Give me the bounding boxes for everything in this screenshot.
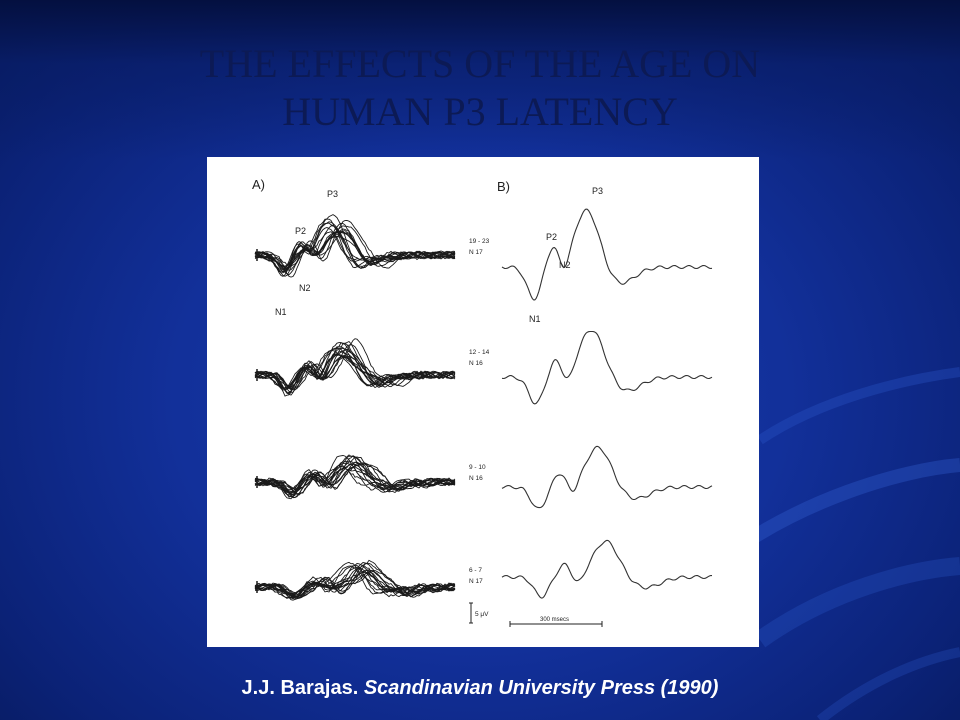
- panel-a-label: A): [252, 177, 265, 192]
- panel-a-n2-label: N2: [299, 283, 311, 293]
- group-label-2: 12 - 14 N 16: [469, 349, 490, 367]
- group-label-3: 9 - 10 N 16: [469, 464, 486, 482]
- group-1-n: N 17: [469, 249, 483, 256]
- group-3-age: 9 - 10: [469, 464, 486, 471]
- group-3-n: N 16: [469, 475, 483, 482]
- title-line-1: THE EFFECTS OF THE AGE ON: [199, 41, 761, 86]
- panel-b-n2-label: N2: [559, 260, 571, 270]
- panel-a-trace: [254, 231, 456, 270]
- panel-a-trace: [254, 570, 456, 599]
- group-2-n: N 16: [469, 360, 483, 367]
- panel-a-trace: [254, 214, 456, 277]
- title-line-2: HUMAN P3 LATENCY: [282, 89, 678, 134]
- amplitude-scale-label: 5 μV: [475, 611, 489, 618]
- time-scale-label: 300 msecs: [540, 617, 569, 623]
- amplitude-scale-bar: 5 μV: [469, 602, 489, 624]
- panel-a-trace: [254, 342, 456, 396]
- panel-a-trace: [254, 346, 456, 391]
- panel-a-trace: [254, 230, 456, 267]
- panel-a-trace: [254, 351, 456, 390]
- panel-a-p3-label: P3: [327, 189, 338, 199]
- panel-a-trace: [254, 342, 456, 397]
- panel-a-trace: [254, 572, 456, 597]
- time-scale-bar: 300 msecs: [509, 617, 603, 627]
- group-1-age: 19 - 23: [469, 238, 490, 245]
- panel-b-n1-label: N1: [529, 314, 541, 324]
- panel-a-trace: [254, 222, 456, 273]
- panel-a-trace: [254, 347, 456, 391]
- panel-b-trace: [501, 330, 713, 405]
- erp-figure: A) B) P3 P2 N2 N1 P3 P2 N2 N1 19 - 23 N …: [207, 157, 759, 647]
- panel-b-trace: [501, 539, 713, 599]
- top-shade: [0, 0, 960, 160]
- panel-a-trace: [254, 220, 456, 278]
- panel-a-trace: [254, 456, 456, 498]
- citation-source: Scandinavian University Press (1990): [363, 677, 719, 699]
- panel-b-trace: [501, 445, 713, 509]
- panel-b-p3-label: P3: [592, 186, 603, 196]
- erp-figure-svg: A) B) P3 P2 N2 N1 P3 P2 N2 N1 19 - 23 N …: [252, 177, 713, 627]
- citation-author: J.J. Barajas.: [241, 677, 359, 699]
- group-4-n: N 17: [469, 578, 483, 585]
- citation: J.J. Barajas. Scandinavian University Pr…: [0, 677, 960, 700]
- group-4-age: 6 - 7: [469, 567, 482, 574]
- panel-a-trace: [254, 227, 456, 273]
- panel-b-p2-label: P2: [546, 232, 557, 242]
- panel-a-n1-label: N1: [275, 307, 287, 317]
- group-label-1: 19 - 23 N 17: [469, 238, 490, 256]
- panel-a-traces: [254, 214, 456, 601]
- panel-a-p2-label: P2: [295, 226, 306, 236]
- panel-b-traces: [501, 208, 713, 599]
- group-label-4: 6 - 7 N 17: [469, 567, 483, 585]
- panel-b-trace: [501, 208, 713, 301]
- panel-a-trace: [254, 464, 456, 494]
- panel-a-trace: [254, 465, 456, 491]
- panel-b-label: B): [497, 179, 510, 194]
- panel-a-trace: [254, 454, 456, 494]
- slide-title: THE EFFECTS OF THE AGE ON HUMAN P3 LATEN…: [0, 40, 960, 136]
- group-2-age: 12 - 14: [469, 349, 490, 356]
